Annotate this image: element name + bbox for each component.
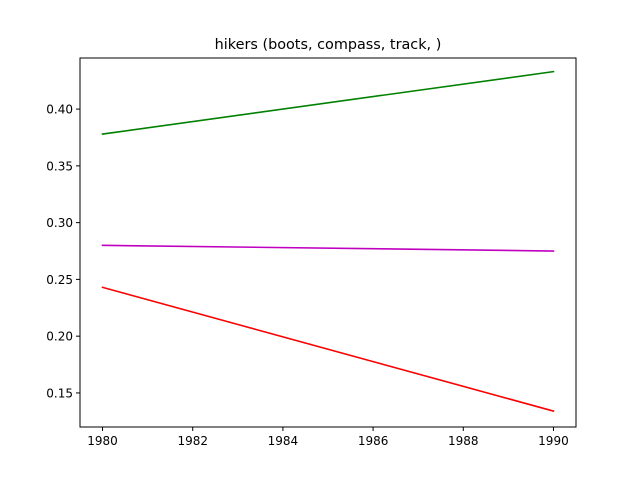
x-tick-label: 1980 <box>87 434 118 448</box>
x-tick-label: 1990 <box>538 434 569 448</box>
x-tick-label: 1988 <box>448 434 479 448</box>
y-tick-label: 0.40 <box>46 103 73 117</box>
series-layer <box>101 70 555 413</box>
series-line-1 <box>101 70 555 135</box>
y-tick-label: 0.35 <box>46 159 73 173</box>
x-axis: 1980 1982 1984 1986 1988 1990 <box>87 427 569 448</box>
y-tick-label: 0.30 <box>46 216 73 230</box>
x-tick-label: 1984 <box>268 434 299 448</box>
x-tick-label: 1982 <box>177 434 208 448</box>
y-tick-label: 0.25 <box>46 273 73 287</box>
plot-area <box>79 57 577 428</box>
series-line-3 <box>101 286 555 413</box>
series-line-2 <box>101 244 555 252</box>
chart-title: hikers (boots, compass, track, ) <box>215 37 442 53</box>
y-tick-label: 0.20 <box>46 330 73 344</box>
x-tick-label: 1986 <box>358 434 389 448</box>
y-axis: 0.15 0.20 0.25 0.30 0.35 0.40 <box>46 103 80 400</box>
y-tick-label: 0.15 <box>46 386 73 400</box>
